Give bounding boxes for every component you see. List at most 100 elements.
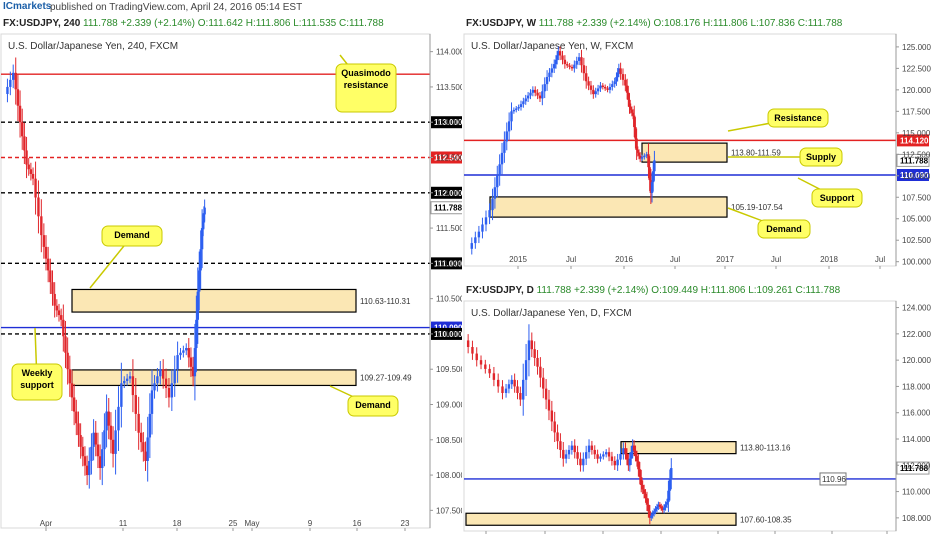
weekly-candle-body (606, 88, 609, 90)
daily-y-tick-label: 108.000 (902, 514, 931, 523)
daily-zone-label: 107.60-108.35 (740, 515, 792, 524)
h4-x-tick-label: 11 (119, 519, 128, 528)
h4-candle-body (201, 221, 205, 229)
broker-logo[interactable]: ICmarkets (3, 1, 52, 12)
daily-candle-body (519, 393, 522, 400)
h4-plot[interactable]: U.S. Dollar/Japanese Yen, 240, FXCM 110.… (0, 16, 462, 548)
h4-candle-body (120, 383, 123, 407)
weekly-candle-body (543, 84, 546, 92)
daily-y-tick-label: 124.000 (902, 304, 931, 313)
h4-candle-body (40, 216, 43, 236)
weekly-candle-body (647, 154, 650, 168)
weekly-y-tick-label: 115.000 (902, 129, 931, 138)
h4-candle-body (77, 423, 80, 436)
daily-candle-body (466, 340, 470, 347)
h4-y-tick-label: 111.500 (436, 224, 462, 233)
daily-candle-body (530, 340, 534, 350)
daily-candle-body (632, 445, 636, 451)
weekly-x-tick-label: Jul (566, 255, 576, 264)
daily-zone-box (620, 441, 737, 455)
daily-y-tick-label: 116.000 (902, 409, 931, 418)
h4-chart-panel[interactable]: FX:USDJPY, 240 111.788 +2.339 (+2.14%) O… (0, 16, 462, 548)
weekly-candle-body (596, 88, 600, 92)
weekly-candle-body (505, 131, 508, 142)
h4-candle-body (23, 136, 26, 151)
daily-plot[interactable]: U.S. Dollar/Japanese Yen, D, FXCM 113.80… (463, 283, 932, 548)
h4-candle-body (142, 442, 145, 452)
weekly-y-tick-label: 117.500 (902, 107, 931, 116)
daily-candle-body (645, 498, 649, 505)
h4-candle-body (70, 383, 74, 398)
weekly-level-label: 110.090 (900, 171, 929, 180)
daily-chart-panel[interactable]: FX:USDJPY, D 111.788 +2.339 (+2.14%) O:1… (463, 283, 932, 548)
daily-candle-body (642, 489, 646, 494)
weekly-candle-body (519, 104, 523, 108)
weekly-candle-body (619, 68, 622, 75)
h4-candle-body (49, 270, 52, 283)
daily-candle-body (501, 386, 504, 393)
weekly-price-label-bg (896, 153, 930, 167)
weekly-candle-body (617, 68, 621, 73)
h4-callout-text: Demand (355, 400, 391, 410)
daily-candle-body (602, 454, 605, 457)
h4-candle-body (200, 228, 204, 250)
h4-candle-body (159, 369, 162, 377)
weekly-callout-text: Demand (766, 224, 802, 234)
h4-candle-body (185, 348, 188, 351)
h4-callout-text: Quasimodo (341, 68, 391, 78)
daily-zone-label: 113.80-113.16 (740, 444, 791, 453)
h4-header: FX:USDJPY, 240 111.788 +2.339 (+2.14%) O… (3, 18, 384, 29)
h4-candle-body (107, 411, 110, 426)
h4-candle-body (98, 456, 102, 469)
weekly-candle-body (633, 115, 636, 128)
daily-candle-body (564, 454, 568, 459)
daily-candle-body (661, 508, 664, 510)
weekly-candle-body (648, 167, 651, 181)
h4-candle-body (92, 432, 95, 447)
h4-candle-body (64, 336, 67, 353)
h4-y-tick-label: 110.000 (436, 330, 462, 339)
daily-candle-body (567, 449, 571, 455)
weekly-candle-body (611, 84, 614, 87)
weekly-level-label: 114.120 (900, 136, 929, 145)
h4-candle-body (31, 173, 35, 179)
weekly-candle-body (545, 76, 549, 85)
weekly-callout-box (767, 108, 829, 128)
daily-chart-title: U.S. Dollar/Japanese Yen, D, FXCM (471, 308, 632, 319)
daily-candle-body (539, 366, 542, 378)
weekly-plot[interactable]: U.S. Dollar/Japanese Yen, W, FXCM 113.80… (463, 16, 932, 282)
daily-candle-body (596, 454, 599, 459)
h4-candle-body (25, 150, 28, 165)
h4-x-tick-label: 23 (401, 519, 410, 528)
weekly-chart-panel[interactable]: FX:USDJPY, W 111.788 +2.339 (+2.14%) O:1… (463, 16, 932, 282)
publish-info: published on TradingView.com, April 24, … (50, 2, 303, 13)
weekly-zone-label: 113.80-111.59 (731, 149, 781, 158)
weekly-x-tick-label: Jul (670, 255, 680, 264)
h4-x-tick-label: 16 (353, 519, 362, 528)
weekly-candle-body (470, 243, 473, 249)
weekly-candle-body (484, 217, 488, 225)
daily-candle-body (527, 340, 531, 361)
weekly-callout-text: Resistance (774, 113, 822, 123)
h4-callout-box (335, 63, 397, 113)
h4-y-tick-label: 112.500 (436, 154, 462, 163)
h4-candle-body (189, 357, 193, 367)
h4-price-label: 111.788 (434, 204, 462, 213)
weekly-y-tick-label: 105.000 (902, 215, 931, 224)
h4-y-tick-label: 114.000 (436, 48, 462, 57)
h4-candle-body (81, 446, 84, 457)
daily-candle-body (640, 477, 643, 485)
weekly-candle-body (621, 74, 625, 80)
weekly-y-tick-label: 102.500 (902, 236, 931, 245)
daily-candle-body (562, 449, 565, 459)
h4-level-label-bg (431, 151, 462, 164)
weekly-candle-body (645, 154, 648, 156)
weekly-symbol: FX:USDJPY, W (466, 18, 537, 29)
daily-candle-body (670, 468, 673, 480)
h4-candle-body (75, 411, 78, 424)
weekly-candle-body (570, 66, 574, 69)
h4-candle-body (21, 122, 24, 137)
h4-candle-body (53, 293, 56, 306)
weekly-candle-body (627, 92, 630, 100)
weekly-candle-body (517, 107, 520, 109)
